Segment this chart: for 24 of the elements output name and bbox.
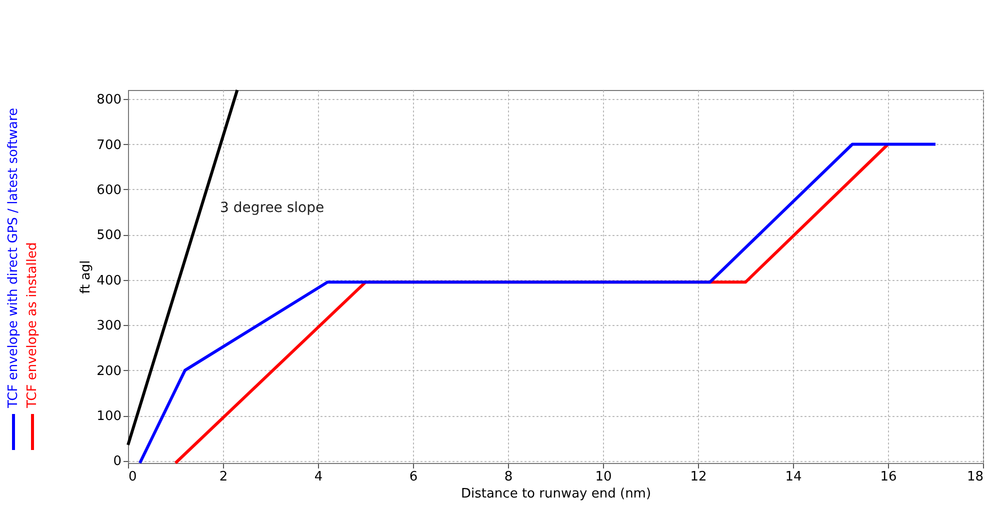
x-tick-label: 18 [966, 470, 984, 484]
y-tick-label: 400 [96, 273, 122, 288]
annotation: 3 degree slope [220, 200, 324, 216]
text: TCF envelope as installed [25, 242, 40, 408]
y-tick-label: 200 [96, 364, 122, 379]
x-tick-label: 14 [785, 470, 802, 484]
y-tick-label: 100 [96, 409, 122, 424]
x-tick-label: 10 [595, 470, 612, 484]
y-tick-label: 800 [96, 92, 122, 108]
y-tick-label: 600 [96, 182, 122, 198]
x-tick-label: 0 [128, 470, 137, 484]
x-tick-label: 2 [219, 470, 228, 484]
x-tick-label: 16 [880, 470, 897, 484]
x-tick-label: 8 [504, 470, 513, 484]
y-axis-title: ft agl [78, 260, 94, 294]
x-axis-title: Distance to runway end (nm) [460, 486, 652, 502]
y-tick-label: 700 [96, 138, 122, 153]
x-tick-label: 4 [314, 470, 323, 484]
text: TCF envelope with direct GPS / latest software [6, 108, 21, 408]
y-tick-label: 0 [113, 454, 122, 470]
x-tick-label: 6 [409, 470, 418, 484]
y-tick-label: 500 [96, 228, 122, 244]
y-tick-label: 300 [96, 318, 122, 334]
x-tick-label: 12 [690, 470, 707, 484]
